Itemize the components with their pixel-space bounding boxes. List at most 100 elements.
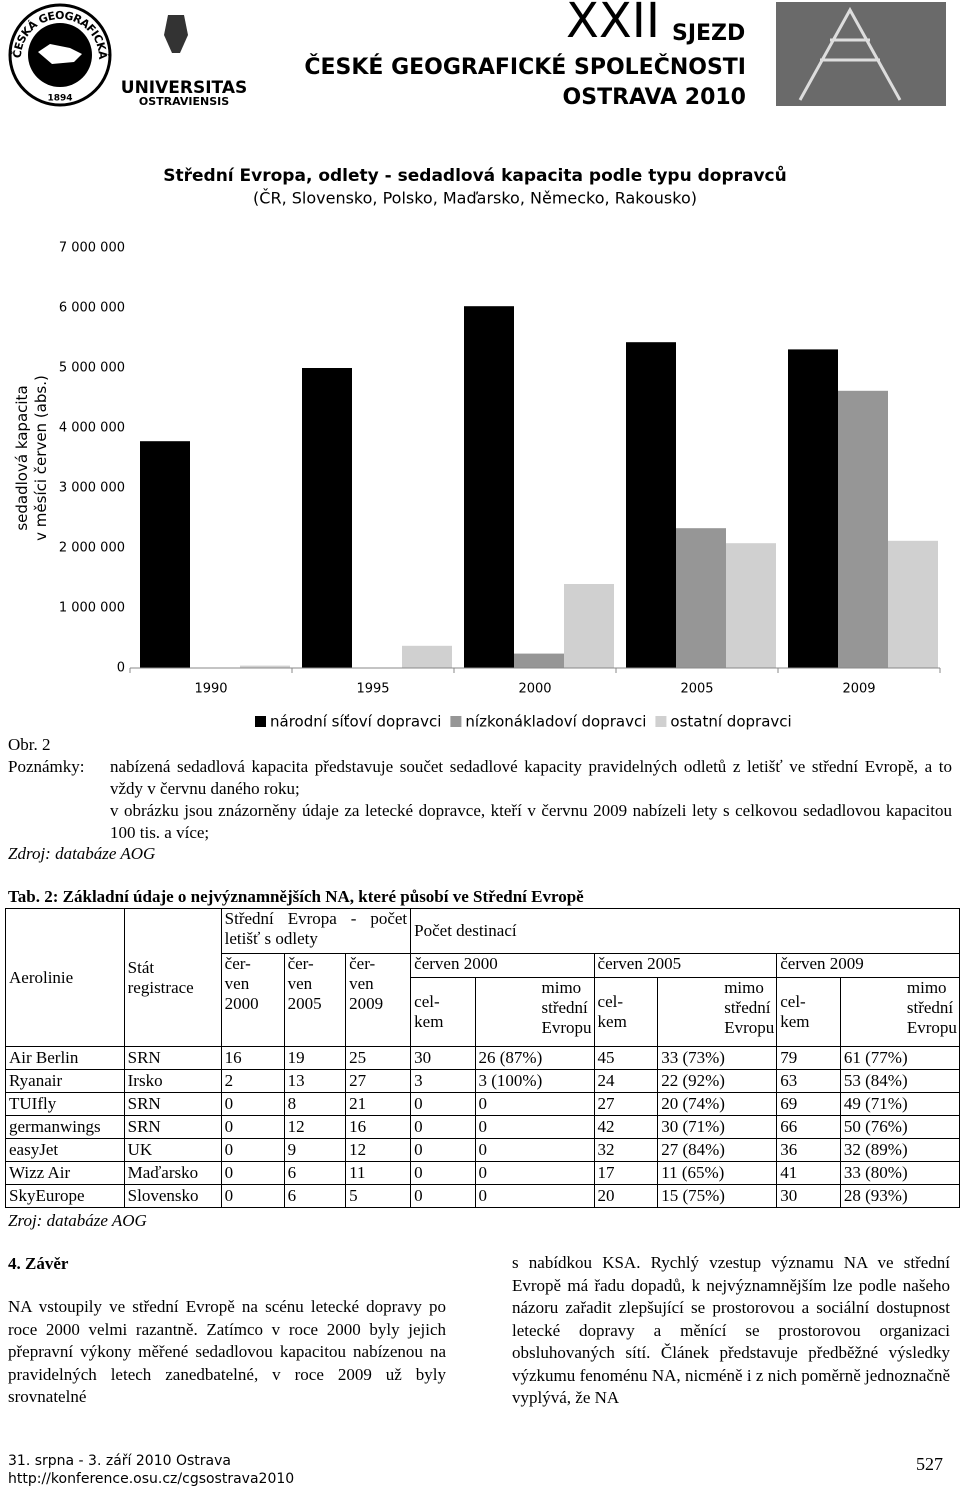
page-number: 527 [916,1454,943,1474]
x-tick-label: 2009 [842,682,875,697]
legend-swatch [255,716,266,727]
bar [676,528,726,668]
y-tick-label: 7 000 000 [59,241,125,256]
table-cell: 0 [220,1115,285,1139]
table-cell: SRN [123,1092,222,1116]
table-cell: 30 (71%) [657,1115,778,1139]
x-tick-label: 1995 [356,682,389,697]
table-cell: TUIfly [5,1092,125,1116]
table-cell: 0 [410,1138,476,1162]
congress-word: SJEZD [672,21,745,46]
table-cell: 19 [283,1046,347,1070]
table-cell: 50 (76%) [839,1115,960,1139]
y-tick-label: 6 000 000 [59,301,125,316]
table-cell: Irsko [123,1069,222,1093]
table-cell: 0 [474,1161,595,1185]
header-cell: červen 2009 [776,953,960,978]
table-cell: easyJet [5,1138,125,1162]
y-tick-label: 5 000 000 [59,361,125,376]
table-cell: 27 (84%) [657,1138,778,1162]
header-cell: červen 2000 [410,953,595,978]
table-cell: 0 [220,1184,285,1208]
table-cell: 11 (65%) [657,1161,778,1185]
table-cell: 33 (80%) [839,1161,960,1185]
table-cell: 15 (75%) [657,1184,778,1208]
table-cell: 36 [776,1138,841,1162]
table-cell: 32 (89%) [839,1138,960,1162]
photo-tower [798,6,902,101]
legend-label: nízkonákladoví dopravci [465,713,646,731]
x-tick-label: 1990 [194,682,227,697]
table-cell: 0 [220,1092,285,1116]
bar [402,645,452,668]
table-cell: 12 [283,1115,347,1139]
table-cell: 25 [345,1046,412,1070]
table-cell: 63 [776,1069,841,1093]
header-and-chart: ČESKÁ GEOGRAFICKÁ SPOLEČNOST 1894 UNIVER… [0,0,946,731]
header-cell: Stát registrace [123,908,222,1047]
section-heading: 4. Závěr [8,1254,69,1273]
table-cell: 5 [345,1184,412,1208]
table-cell: UK [123,1138,222,1162]
legend-label: ostatní dopravci [670,713,791,731]
table-cell: 28 (93%) [839,1184,960,1208]
congress-number: XXII [566,0,660,49]
header-cell: cel- kem [593,977,659,1047]
table-row: SkyEurope Slovensko 0 6 5 0 0 20 15 (75%) 30 28 (9… [5,1184,960,1208]
logo-year: 1894 [47,94,72,104]
table-cell: 61 (77%) [839,1046,960,1070]
header-cell: cel- kem [410,977,476,1047]
bar [140,441,190,668]
table-cell: 21 [345,1092,412,1116]
table-cell: 0 [220,1138,285,1162]
bar [240,665,290,668]
table-cell: 53 (84%) [839,1069,960,1093]
table-cell: 69 [776,1092,841,1116]
table-cell: Wizz Air [5,1161,125,1185]
notes-label: Poznámky: [8,757,85,776]
table-cell: 41 [776,1161,841,1185]
note: nabízená sedadlová kapacita představuje … [110,757,952,798]
table-cell: 30 [776,1184,841,1208]
table-cell: 27 [345,1069,412,1093]
table-cell: 16 [345,1115,412,1139]
university-emblem [164,15,188,53]
table-cell: 45 [593,1046,659,1070]
column: NA vstoupily ve střední Evropě na scénu … [8,1297,446,1406]
y-tick-label: 2 000 000 [59,541,125,556]
table-cell: SkyEurope [5,1184,125,1208]
table-cell: 20 [593,1184,659,1208]
chart-subtitle: (ČR, Slovensko, Polsko, Maďarsko, Německ… [253,189,697,208]
table-cell: Air Berlin [5,1046,125,1070]
table-cell: 42 [593,1115,659,1139]
table-cell: 33 (73%) [657,1046,778,1070]
congress-society: ČESKÉ GEOGRAFICKÉ SPOLEČNOSTI [304,54,746,80]
legend-swatch [450,716,462,727]
source: Zdroj: databáze AOG [8,844,156,863]
table-cell: 24 [593,1069,659,1093]
table-cell: 20 (74%) [657,1092,778,1116]
table-cell: 0 [474,1092,595,1116]
table-row: Wizz Air Maďarsko 0 6 11 0 0 17 11 (65%) 41 33 (80… [5,1161,960,1185]
table-cell: 0 [410,1161,476,1185]
table-cell: 30 [410,1046,476,1070]
logo-map [38,44,82,64]
table-cell: 0 [220,1161,285,1185]
table-cell: 32 [593,1138,659,1162]
figure-label: Obr. 2 [8,735,51,754]
bar [626,342,676,668]
bar [464,306,514,668]
y-tick-label: 4 000 000 [59,421,125,436]
table-cell: 0 [410,1184,476,1208]
table-cell: 79 [776,1046,841,1070]
y-tick-label: 1 000 000 [59,601,125,616]
congress-place: OSTRAVA 2010 [563,85,746,110]
legend-swatch [655,716,667,727]
bar [302,368,352,668]
x-tick-label: 2000 [518,682,551,697]
header-cell: Počet destinací [410,908,960,954]
header-cell: čer- ven 2005 [283,953,347,1047]
table-cell: 22 (92%) [657,1069,778,1093]
table-cell: Maďarsko [123,1161,222,1185]
